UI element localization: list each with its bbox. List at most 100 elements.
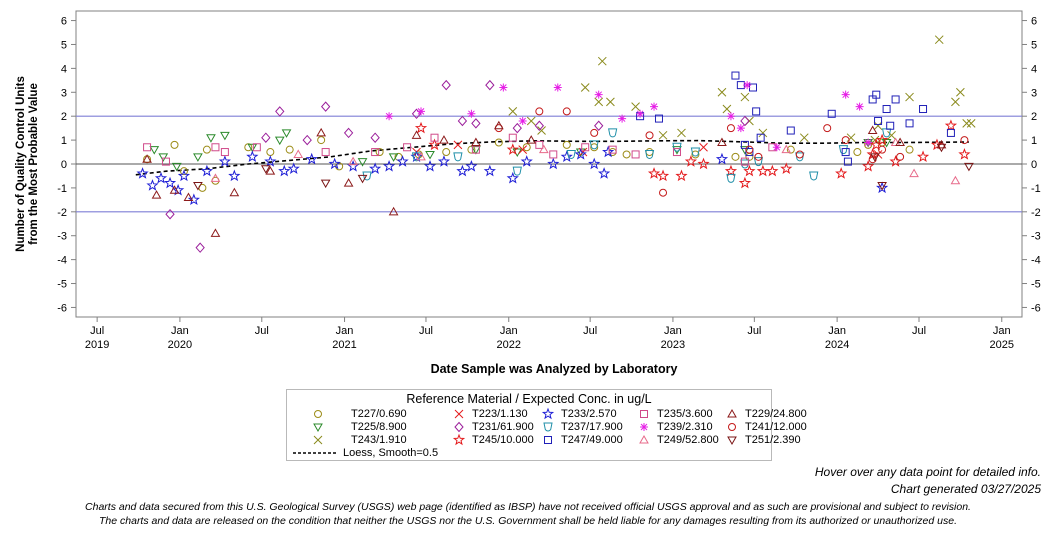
data-point[interactable] (442, 148, 451, 157)
data-point[interactable] (726, 173, 736, 183)
data-point[interactable] (471, 118, 481, 129)
data-point[interactable] (853, 148, 862, 157)
data-point[interactable] (287, 162, 300, 174)
data-point[interactable] (158, 153, 169, 162)
data-point[interactable] (456, 164, 469, 177)
data-point[interactable] (411, 108, 422, 120)
data-point[interactable] (916, 150, 930, 163)
data-point[interactable] (526, 135, 537, 144)
data-point[interactable] (608, 128, 618, 138)
data-point[interactable] (809, 171, 819, 181)
data-point[interactable] (357, 174, 368, 184)
data-point[interactable] (193, 182, 203, 191)
data-point[interactable] (170, 140, 179, 149)
data-point[interactable] (672, 148, 681, 157)
data-point[interactable] (875, 133, 889, 146)
data-point[interactable] (321, 148, 330, 157)
data-point[interactable] (590, 143, 599, 152)
data-point[interactable] (220, 131, 230, 141)
data-point[interactable] (740, 140, 749, 149)
data-point[interactable] (146, 179, 159, 191)
data-point[interactable] (210, 173, 221, 182)
data-point[interactable] (202, 145, 211, 154)
data-point[interactable] (206, 134, 216, 143)
data-point[interactable] (715, 152, 729, 165)
data-point[interactable] (179, 167, 188, 176)
data-point[interactable] (597, 167, 611, 179)
data-point[interactable] (951, 97, 960, 107)
data-point[interactable] (274, 136, 285, 146)
data-point[interactable] (483, 164, 496, 177)
data-point[interactable] (874, 116, 883, 125)
data-point[interactable] (597, 56, 607, 66)
data-point[interactable] (357, 158, 368, 167)
data-point[interactable] (881, 128, 892, 138)
data-point[interactable] (743, 164, 756, 177)
data-point[interactable] (658, 130, 668, 140)
data-point[interactable] (934, 35, 944, 45)
data-point[interactable] (493, 120, 504, 130)
data-point[interactable] (827, 109, 836, 118)
data-point[interactable] (873, 121, 883, 131)
data-point[interactable] (522, 143, 531, 152)
data-point[interactable] (756, 164, 770, 177)
data-point[interactable] (740, 157, 749, 166)
data-point[interactable] (717, 87, 727, 97)
data-point[interactable] (163, 176, 177, 189)
data-point[interactable] (835, 167, 848, 179)
data-point[interactable] (731, 152, 740, 161)
data-point[interactable] (278, 164, 291, 177)
data-point[interactable] (756, 133, 765, 142)
data-point[interactable] (247, 143, 258, 153)
data-point[interactable] (193, 153, 203, 162)
data-point[interactable] (905, 92, 914, 102)
data-point[interactable] (562, 140, 571, 149)
data-point[interactable] (428, 138, 441, 151)
data-point[interactable] (439, 135, 449, 144)
data-point[interactable] (437, 155, 451, 167)
data-point[interactable] (265, 166, 276, 175)
data-point[interactable] (417, 107, 426, 116)
data-point[interactable] (966, 119, 976, 128)
data-point[interactable] (919, 105, 928, 114)
data-point[interactable] (950, 175, 961, 185)
data-point[interactable] (388, 153, 399, 162)
data-point[interactable] (838, 145, 849, 155)
data-point[interactable] (506, 171, 519, 184)
data-point[interactable] (305, 152, 318, 165)
data-point[interactable] (385, 112, 394, 121)
data-point[interactable] (691, 150, 700, 159)
data-point[interactable] (165, 208, 175, 220)
data-point[interactable] (465, 159, 478, 172)
data-point[interactable] (328, 157, 341, 170)
data-point[interactable] (371, 148, 380, 157)
data-point[interactable] (841, 148, 850, 157)
data-point[interactable] (799, 133, 809, 143)
data-point[interactable] (606, 97, 615, 107)
data-point[interactable] (645, 131, 654, 140)
data-point[interactable] (370, 132, 380, 143)
data-point[interactable] (887, 130, 896, 140)
data-point[interactable] (210, 228, 221, 237)
data-point[interactable] (161, 157, 170, 166)
data-point[interactable] (508, 107, 518, 116)
data-point[interactable] (562, 107, 571, 116)
data-point[interactable] (846, 133, 856, 143)
data-point[interactable] (369, 162, 382, 174)
data-point[interactable] (553, 83, 562, 92)
data-point[interactable] (416, 151, 426, 161)
data-point[interactable] (375, 148, 384, 157)
data-point[interactable] (740, 146, 750, 155)
data-point[interactable] (841, 136, 850, 145)
data-point[interactable] (317, 136, 326, 145)
data-point[interactable] (753, 157, 764, 167)
data-point[interactable] (457, 115, 468, 127)
data-point[interactable] (485, 79, 495, 91)
data-point[interactable] (636, 109, 645, 118)
data-point[interactable] (518, 145, 528, 155)
data-point[interactable] (200, 164, 214, 177)
data-point[interactable] (187, 193, 200, 206)
data-point[interactable] (506, 143, 519, 155)
data-point[interactable] (589, 140, 599, 150)
data-point[interactable] (171, 162, 182, 172)
